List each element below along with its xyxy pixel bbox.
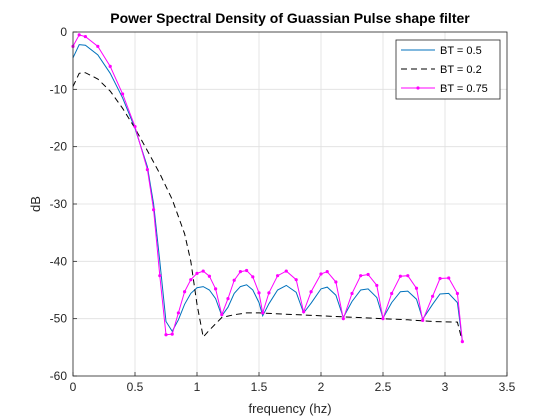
- series-point-bt-0-75: [447, 276, 451, 280]
- series-point-bt-0-75: [83, 34, 87, 39]
- series-point-bt-0-75: [455, 291, 459, 296]
- y-tick-label: 0: [60, 25, 67, 39]
- y-axis-label: dB: [28, 196, 43, 212]
- series-point-bt-0-75: [366, 272, 370, 277]
- y-tick-label: -20: [50, 140, 68, 154]
- series-point-bt-0-75: [390, 291, 394, 296]
- series-point-bt-0-75: [183, 290, 187, 294]
- series-line-bt-0-75: [72, 34, 463, 342]
- x-tick-label: 2.5: [375, 380, 392, 394]
- series-point-bt-0-75: [284, 269, 288, 273]
- series-point-bt-0-75: [375, 283, 379, 288]
- series-point-bt-0-75: [96, 44, 100, 48]
- series-point-bt-0-75: [267, 291, 271, 295]
- y-tick-label: -50: [50, 312, 68, 326]
- axis-ticks: 0 0.5 1 1.5 2 2.5 3 3.5 0 -10 -20 -30 -40 -50 -60: [50, 25, 516, 394]
- y-tick-label: -60: [50, 369, 68, 383]
- series-point-bt-0-75: [220, 313, 224, 317]
- series-point-bt-0-75: [334, 280, 338, 284]
- series-point-bt-0-75: [341, 317, 345, 321]
- series-point-bt-0-75: [414, 286, 419, 290]
- series-point-bt-0-75: [294, 278, 298, 282]
- x-tick-label: 2: [318, 380, 325, 394]
- legend-marker-bt075: [416, 86, 420, 90]
- series-point-bt-0-75: [257, 291, 261, 295]
- x-axis-label: frequency (hz): [248, 401, 331, 416]
- series-point-bt-0-75: [359, 274, 363, 278]
- series-point-bt-0-75: [170, 332, 174, 336]
- series-point-bt-0-75: [438, 276, 442, 281]
- legend-label-bt05: BT = 0.5: [440, 45, 482, 57]
- series-point-bt-0-75: [232, 278, 236, 282]
- x-tick-label: 1.5: [251, 380, 268, 394]
- series-point-bt-0-75: [350, 291, 354, 296]
- series-point-bt-0-75: [152, 208, 156, 212]
- series-point-bt-0-75: [398, 274, 402, 278]
- series-point-bt-0-75: [108, 64, 112, 68]
- legend-label-bt02: BT = 0.2: [440, 64, 482, 76]
- series-point-bt-0-75: [207, 274, 211, 278]
- series-point-bt-0-75: [201, 269, 205, 273]
- legend: BT = 0.5 BT = 0.2 BT = 0.75: [395, 39, 501, 100]
- series-line-bt-0-5: [72, 44, 463, 342]
- series-point-bt-0-75: [325, 270, 329, 274]
- y-tick-label: -30: [50, 197, 68, 211]
- series-point-bt-0-75: [460, 340, 464, 344]
- series-point-bt-0-75: [261, 311, 265, 315]
- series-point-bt-0-75: [245, 268, 249, 273]
- series-point-bt-0-75: [164, 333, 168, 337]
- series-point-bt-0-75: [309, 290, 313, 294]
- series-point-bt-0-75: [319, 272, 323, 276]
- series-point-bt-0-75: [276, 274, 280, 278]
- series-point-bt-0-75: [145, 168, 149, 172]
- series-point-bt-0-75: [406, 274, 410, 278]
- x-tick-label: 0: [70, 380, 77, 394]
- series-point-bt-0-75: [431, 294, 435, 298]
- x-tick-label: 3.5: [499, 380, 516, 394]
- chart-title: Power Spectral Density of Guassian Pulse…: [110, 10, 470, 26]
- x-tick-label: 3: [442, 380, 449, 394]
- series-point-bt-0-75: [176, 311, 180, 315]
- series-point-bt-0-75: [77, 33, 81, 37]
- series-point-bt-0-75: [189, 278, 193, 282]
- x-tick-label: 0.5: [127, 380, 144, 394]
- series-point-bt-0-75: [251, 275, 255, 279]
- series-point-bt-0-75: [158, 274, 162, 278]
- series-point-bt-0-75: [381, 317, 385, 321]
- series-point-bt-0-75: [214, 287, 218, 291]
- series-point-bt-0-75: [226, 297, 230, 301]
- x-tick-label: 1: [194, 380, 201, 394]
- series-line-bt-0-2: [72, 72, 463, 342]
- y-tick-label: -40: [50, 254, 68, 268]
- legend-label-bt075: BT = 0.75: [440, 83, 488, 95]
- series-point-bt-0-75: [302, 310, 306, 314]
- series-point-bt-0-75: [238, 270, 242, 274]
- y-tick-label: -10: [50, 82, 68, 96]
- series-point-bt-0-75: [121, 92, 125, 96]
- series-point-bt-0-75: [133, 125, 137, 129]
- series-point-bt-0-75: [195, 271, 199, 275]
- series-point-bt-0-75: [421, 318, 425, 322]
- series-layer: [71, 33, 464, 344]
